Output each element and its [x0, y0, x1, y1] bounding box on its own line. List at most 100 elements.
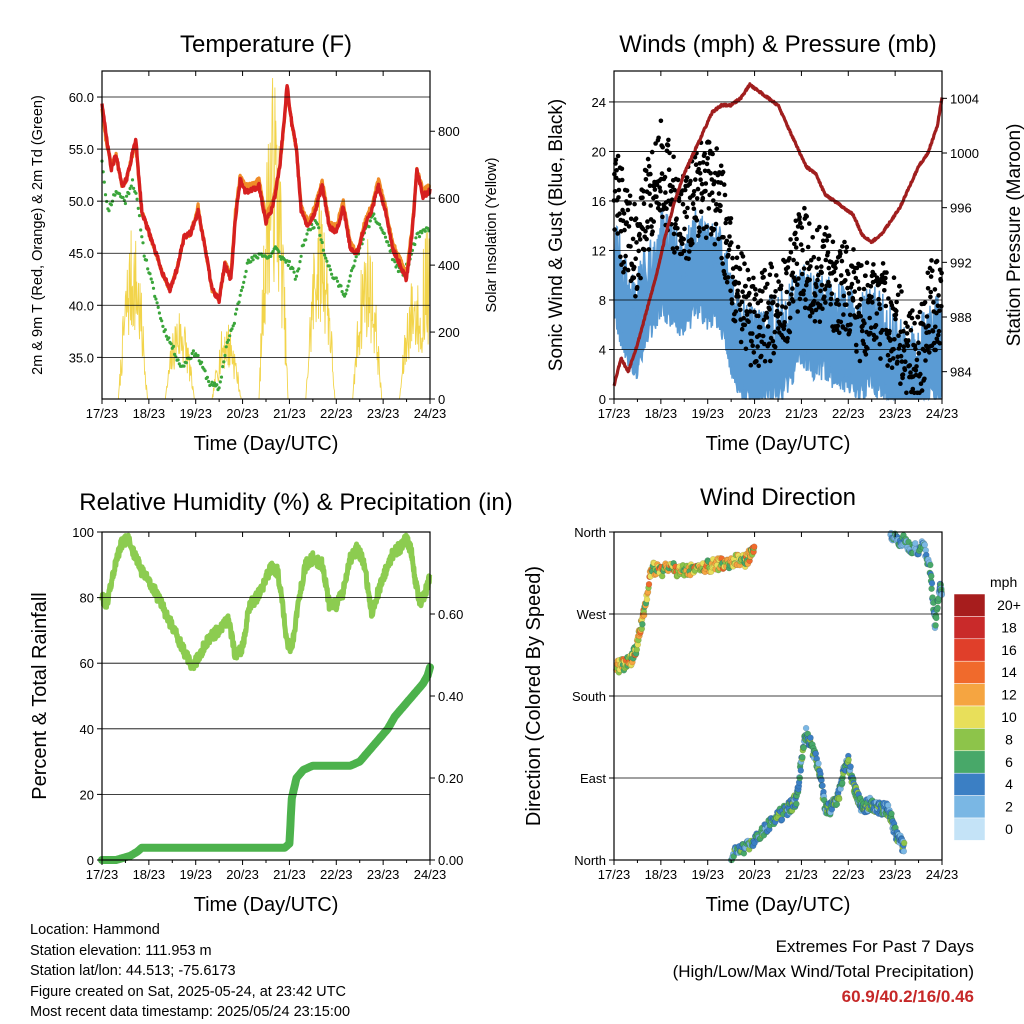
gust-point	[802, 205, 807, 211]
gust-point	[675, 177, 681, 183]
dewpoint-point	[413, 242, 417, 247]
y-tick-label: 40.0	[69, 298, 94, 313]
gust-point	[766, 341, 772, 347]
dewpoint-point	[149, 277, 153, 281]
gust-point	[928, 274, 934, 279]
gust-point	[637, 231, 642, 237]
gust-point	[703, 181, 709, 186]
x-tick-label: 22/23	[320, 406, 353, 421]
gust-point	[796, 276, 801, 281]
dewpoint-point	[141, 241, 145, 245]
y-tick-label: South	[572, 689, 606, 704]
gust-point	[680, 201, 686, 207]
gust-point	[726, 247, 732, 253]
gust-point	[619, 166, 625, 172]
x-tick-label: 22/23	[832, 867, 865, 882]
dewpoint-point	[224, 345, 228, 349]
dewpoint-point	[298, 260, 302, 264]
gust-point	[843, 327, 848, 332]
gust-point	[895, 292, 901, 298]
gust-point	[902, 367, 908, 373]
gust-point	[916, 340, 921, 346]
gust-point	[936, 293, 941, 298]
direction-point	[659, 572, 666, 580]
gust-point	[901, 348, 907, 353]
gust-point	[699, 181, 705, 187]
gust-point	[631, 275, 637, 281]
gust-point	[677, 231, 683, 237]
gust-point	[859, 263, 864, 268]
gust-point	[756, 313, 761, 319]
dewpoint-point	[249, 260, 253, 264]
gust-point	[729, 297, 734, 302]
gust-point	[814, 265, 820, 270]
y2-tick-label: 0	[438, 392, 445, 407]
gust-point	[810, 235, 815, 240]
gust-point	[673, 222, 678, 227]
gust-point	[864, 260, 870, 266]
gust-point	[905, 324, 910, 329]
dewpoint-point	[237, 300, 241, 304]
dewpoint-point	[157, 311, 161, 315]
gust-point	[621, 211, 627, 216]
gust-point	[757, 325, 763, 330]
gust-point	[863, 352, 869, 357]
direction-point	[888, 810, 895, 817]
gust-point	[856, 286, 862, 292]
gust-point	[790, 270, 796, 276]
extremes-values: 60.9/40.2/16/0.46	[841, 987, 974, 1006]
y2-tick-label: 984	[950, 365, 972, 380]
x-tick-label: 18/23	[133, 406, 166, 421]
x-tick-label: 24/23	[414, 406, 447, 421]
dewpoint-point	[344, 292, 348, 296]
gust-point	[704, 161, 710, 167]
gust-point	[636, 248, 641, 254]
gust-point	[898, 353, 904, 359]
gust-point	[913, 346, 918, 352]
gust-point	[798, 242, 804, 247]
gust-point	[671, 154, 676, 160]
y-tick-label: 12	[592, 243, 606, 258]
y-tick-label: 45.0	[69, 246, 94, 261]
gust-point	[679, 241, 685, 246]
gust-point	[625, 207, 631, 213]
dewpoint-point	[325, 259, 329, 263]
dewpoint-point	[317, 226, 321, 230]
gust-point	[861, 286, 867, 292]
gust-point	[713, 221, 719, 227]
dewpoint-point	[347, 279, 351, 283]
gust-point	[867, 315, 872, 321]
gust-point	[641, 188, 646, 194]
gust-point	[824, 238, 830, 243]
dewpoint-point	[294, 274, 299, 278]
gust-point	[650, 229, 655, 234]
dewpoint-point	[128, 186, 132, 191]
gust-point	[776, 279, 781, 284]
gust-point	[851, 269, 857, 275]
dewpoint-point	[169, 342, 173, 346]
gust-point	[894, 308, 899, 314]
gust-point	[726, 252, 731, 258]
gust-point	[826, 279, 831, 285]
y-tick-label: 100	[72, 525, 94, 540]
gust-point	[826, 233, 832, 238]
gust-point	[814, 284, 819, 290]
dewpoint-point	[102, 180, 106, 184]
gust-point	[778, 311, 783, 317]
gust-point	[737, 266, 743, 272]
dewpoint-point	[382, 231, 386, 236]
gust-point	[925, 270, 931, 276]
x-tick-label: 18/23	[133, 867, 166, 882]
gust-point	[761, 274, 766, 280]
gust-point	[760, 289, 765, 294]
gust-point	[933, 324, 938, 330]
gust-point	[736, 280, 742, 286]
y-tick-label: 4	[599, 342, 606, 357]
dewpoint-point	[334, 276, 338, 280]
gust-point	[621, 269, 626, 275]
gust-point	[862, 321, 867, 326]
gust-point	[817, 319, 823, 325]
direction-point	[799, 754, 806, 761]
gust-point	[912, 320, 917, 326]
y2-tick-label: 400	[438, 258, 460, 273]
